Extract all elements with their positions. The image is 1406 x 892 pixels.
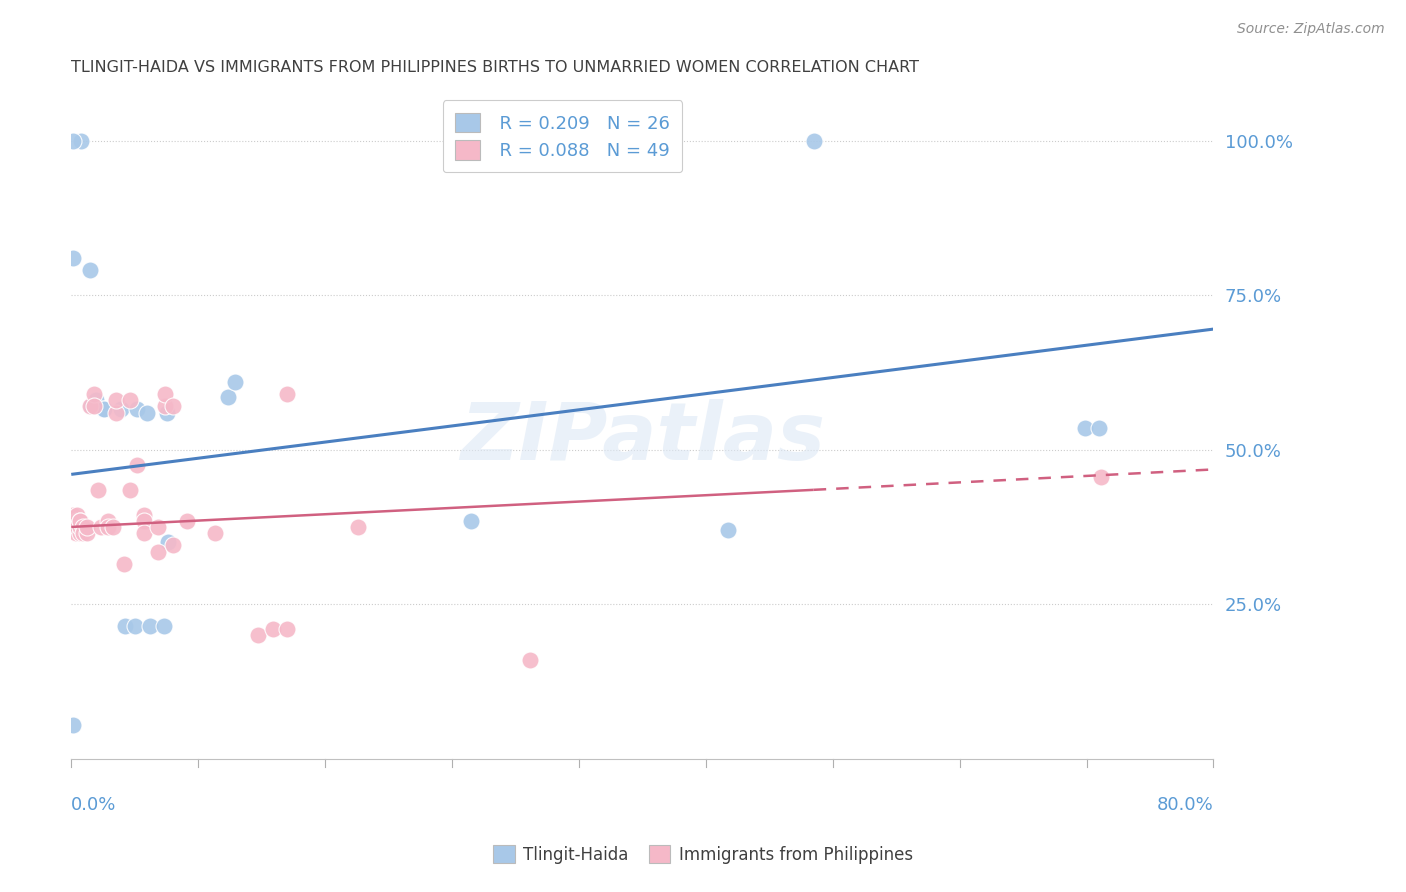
Point	[139, 619, 162, 633]
Point	[519, 653, 541, 667]
Point	[276, 622, 298, 636]
Point	[62, 508, 84, 522]
Text: ZIPatlas: ZIPatlas	[460, 400, 825, 477]
Point	[132, 526, 155, 541]
Point	[155, 400, 177, 414]
Point	[91, 402, 114, 417]
Point	[224, 375, 246, 389]
Point	[83, 400, 105, 414]
Point	[460, 514, 482, 528]
Point	[132, 508, 155, 522]
Point	[1088, 421, 1111, 435]
Point	[110, 402, 132, 417]
Point	[79, 400, 101, 414]
Point	[62, 514, 84, 528]
Point	[62, 134, 84, 148]
Point	[69, 514, 91, 528]
Point	[276, 387, 298, 401]
Point	[76, 520, 98, 534]
Point	[132, 514, 155, 528]
Point	[70, 134, 93, 148]
Point	[217, 390, 239, 404]
Point	[62, 520, 84, 534]
Point	[69, 526, 91, 541]
Point	[97, 520, 120, 534]
Point	[124, 619, 146, 633]
Point	[155, 387, 177, 401]
Point	[69, 520, 91, 534]
Legend: Tlingit-Haida, Immigrants from Philippines: Tlingit-Haida, Immigrants from Philippin…	[486, 838, 920, 871]
Text: TLINGIT-HAIDA VS IMMIGRANTS FROM PHILIPPINES BIRTHS TO UNMARRIED WOMEN CORRELATI: TLINGIT-HAIDA VS IMMIGRANTS FROM PHILIPP…	[72, 60, 920, 75]
Point	[76, 526, 98, 541]
Point	[87, 483, 110, 497]
Point	[66, 514, 89, 528]
Legend:   R = 0.209   N = 26,   R = 0.088   N = 49: R = 0.209 N = 26, R = 0.088 N = 49	[443, 100, 682, 172]
Point	[262, 622, 284, 636]
Point	[104, 405, 127, 419]
Point	[84, 393, 107, 408]
Point	[112, 557, 135, 571]
Point	[97, 514, 120, 528]
Point	[717, 523, 740, 537]
Point	[118, 393, 141, 408]
Point	[162, 400, 184, 414]
Point	[93, 402, 115, 417]
Point	[65, 514, 87, 528]
Point	[247, 628, 270, 642]
Text: Source: ZipAtlas.com: Source: ZipAtlas.com	[1237, 22, 1385, 37]
Point	[162, 539, 184, 553]
Point	[204, 526, 226, 541]
Point	[72, 526, 94, 541]
Text: 80.0%: 80.0%	[1157, 796, 1213, 814]
Point	[1090, 470, 1112, 484]
Point	[83, 387, 105, 401]
Point	[347, 520, 370, 534]
Point	[118, 483, 141, 497]
Point	[156, 405, 179, 419]
Point	[148, 520, 170, 534]
Point	[72, 520, 94, 534]
Point	[65, 526, 87, 541]
Point	[66, 508, 89, 522]
Point	[67, 520, 90, 534]
Point	[125, 458, 148, 472]
Point	[66, 514, 89, 528]
Point	[803, 134, 825, 148]
Point	[80, 400, 103, 414]
Point	[135, 405, 157, 419]
Text: 0.0%: 0.0%	[72, 796, 117, 814]
Point	[153, 619, 176, 633]
Point	[125, 402, 148, 417]
Point	[176, 514, 198, 528]
Point	[90, 520, 112, 534]
Point	[148, 544, 170, 558]
Point	[62, 251, 84, 265]
Point	[101, 520, 124, 534]
Point	[157, 535, 180, 549]
Point	[69, 514, 91, 528]
Point	[1074, 421, 1097, 435]
Point	[66, 520, 89, 534]
Point	[104, 393, 127, 408]
Point	[114, 619, 136, 633]
Point	[79, 263, 101, 277]
Point	[62, 718, 84, 732]
